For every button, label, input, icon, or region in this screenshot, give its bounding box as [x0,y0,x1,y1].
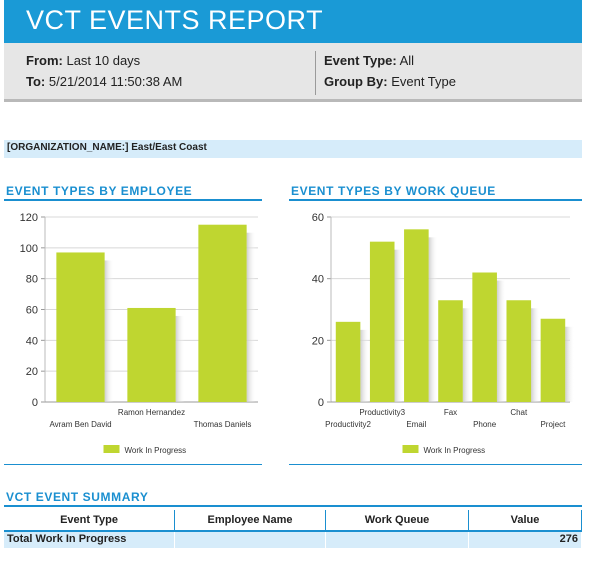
y-tick-label: 120 [20,212,38,224]
report-title: VCT EVENTS REPORT [26,5,324,35]
table-row: Total Work In Progress 276 [4,532,582,548]
x-tick-label: Productivity3 [359,408,405,417]
x-tick-label: Chat [510,408,528,417]
bar-shadow [360,329,370,402]
employee-chart: 0 20 40 60 80 100 120 Avram Ben David Ramon Hern… [4,205,262,460]
chart-svg: 0 20 40 60 80 100 120 Avram Ben David Ramon Hern… [20,212,258,455]
bar [404,229,429,402]
bar-shadow [428,237,438,402]
section-title-by-employee: EVENT TYPES BY EMPLOYEE [6,184,193,198]
x-tick-label: Productivity2 [325,420,371,429]
col-header-event-type: Event Type [4,510,175,530]
y-tick-label: 80 [26,274,38,286]
group-by-value: Event Type [391,74,456,89]
col-header-employee-name: Employee Name [175,510,326,530]
cell-value: 276 [469,532,582,548]
x-tick-label: Fax [444,408,457,417]
y-tick-label: 20 [312,335,324,347]
x-tick-label: Email [406,420,426,429]
event-type-value: All [399,53,415,68]
work-queue-chart: 0 20 40 60 Productivity2 Productivity3 Email Fa… [289,205,582,460]
x-tick-label: Thomas Daniels [194,420,252,429]
bar [369,241,395,402]
chart-bottom-rule-employee [4,464,262,465]
y-tick-label: 20 [26,366,38,378]
to-value: 5/21/2014 11:50:38 AM [48,74,183,89]
section-rule-by-queue [289,199,582,201]
group-by-label: Group By: [324,74,388,89]
x-tick-label: Avram Ben David [49,420,111,429]
col-header-work-queue: Work Queue [326,510,469,530]
to-label: To: [26,74,46,89]
y-tick-label: 60 [26,305,38,317]
bar [56,252,105,402]
bar [540,318,566,402]
section-rule-summary [4,505,582,507]
cell-employee-name [175,532,326,548]
y-tick-label: 0 [32,397,38,409]
y-tick-label: 40 [312,274,324,286]
cell-event-type: Total Work In Progress [4,532,175,548]
y-tick-label: 60 [312,212,324,224]
x-tick-label: Ramon Hernandez [118,408,185,417]
bar [335,321,361,402]
bar-shadow [394,249,404,402]
legend-swatch [402,445,419,453]
filter-panel: From: Last 10 days To: 5/21/2014 11:50:3… [4,43,582,102]
y-tick-label: 40 [26,335,38,347]
legend-label: Work In Progress [125,446,187,455]
chart-bottom-rule-queue [289,464,582,465]
summary-header-row: Event Type Employee Name Work Queue Valu… [4,510,582,532]
from-label: From: [26,53,63,68]
x-tick-label: Phone [473,420,497,429]
bar-shadow [496,280,506,402]
event-type-label: Event Type: [324,53,397,68]
organization-bar: [ORGANIZATION_NAME:] East/East Coast [4,140,582,158]
summary-table: Event Type Employee Name Work Queue Valu… [4,510,582,548]
bar-shadow [462,308,472,402]
section-rule-by-employee [4,199,262,201]
cell-work-queue [326,532,469,548]
y-tick-label: 0 [318,397,324,409]
bar-shadow [246,232,256,402]
bar [506,300,532,402]
bar-shadow [531,308,541,402]
from-value: Last 10 days [66,53,141,68]
legend-label: Work In Progress [424,446,486,455]
bar [127,307,176,402]
filter-divider [315,51,316,95]
legend-swatch [103,445,120,453]
y-tick-label: 100 [20,243,38,255]
col-header-value: Value [469,510,582,530]
to-filter: To: 5/21/2014 11:50:38 AM [26,74,182,89]
bar-shadow [175,315,185,402]
group-by-filter: Group By: Event Type [324,74,456,89]
section-title-summary: VCT EVENT SUMMARY [6,490,149,504]
section-title-by-queue: EVENT TYPES BY WORK QUEUE [291,184,496,198]
bar-shadow [565,326,575,402]
bar-shadow [104,260,114,402]
bar [438,300,463,402]
from-filter: From: Last 10 days [26,53,140,68]
event-type-filter: Event Type: All [324,53,414,68]
bar [472,272,497,402]
report-header: VCT EVENTS REPORT [4,0,582,43]
x-tick-label: Project [540,420,566,429]
bar [198,224,247,402]
